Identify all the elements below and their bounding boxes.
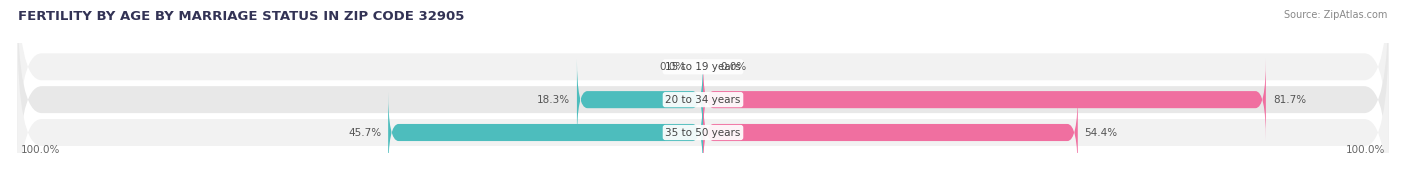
Text: 100.0%: 100.0% (21, 145, 60, 155)
FancyBboxPatch shape (17, 31, 1389, 196)
FancyBboxPatch shape (388, 92, 703, 173)
Text: 100.0%: 100.0% (1346, 145, 1385, 155)
Text: FERTILITY BY AGE BY MARRIAGE STATUS IN ZIP CODE 32905: FERTILITY BY AGE BY MARRIAGE STATUS IN Z… (18, 10, 464, 23)
Text: 20 to 34 years: 20 to 34 years (665, 95, 741, 105)
Text: 0.0%: 0.0% (659, 62, 686, 72)
Text: 15 to 19 years: 15 to 19 years (665, 62, 741, 72)
Text: 18.3%: 18.3% (537, 95, 569, 105)
Text: 81.7%: 81.7% (1272, 95, 1306, 105)
FancyBboxPatch shape (17, 0, 1389, 196)
Text: 0.0%: 0.0% (720, 62, 747, 72)
Text: 35 to 50 years: 35 to 50 years (665, 128, 741, 138)
Text: 45.7%: 45.7% (349, 128, 381, 138)
FancyBboxPatch shape (17, 0, 1389, 168)
Text: 54.4%: 54.4% (1084, 128, 1118, 138)
Text: Source: ZipAtlas.com: Source: ZipAtlas.com (1284, 10, 1388, 20)
FancyBboxPatch shape (703, 59, 1265, 140)
FancyBboxPatch shape (703, 92, 1078, 173)
FancyBboxPatch shape (576, 59, 703, 140)
